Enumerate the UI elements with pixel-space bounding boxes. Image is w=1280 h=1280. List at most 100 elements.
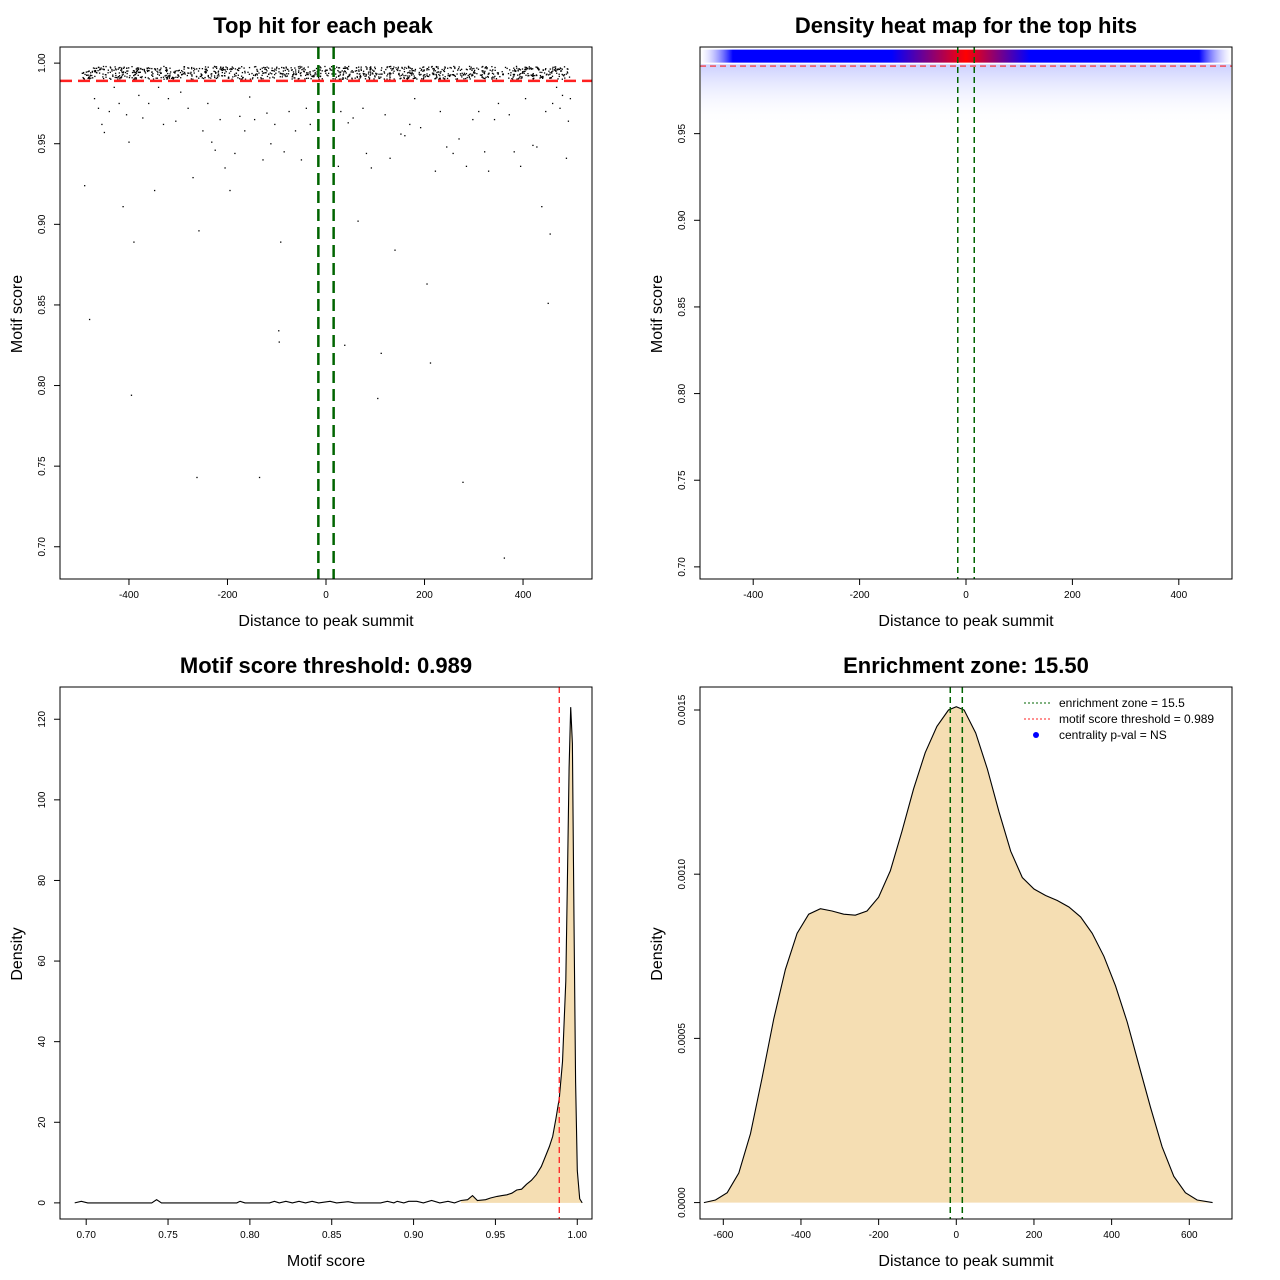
data-point xyxy=(244,70,246,73)
data-point xyxy=(470,66,472,68)
data-point xyxy=(170,77,173,79)
data-point xyxy=(563,74,566,76)
x-tick-label: 0 xyxy=(963,590,969,601)
data-point xyxy=(481,74,483,76)
data-point xyxy=(206,69,208,72)
data-point xyxy=(301,69,303,71)
data-point xyxy=(553,69,555,71)
y-tick-label: 0.0005 xyxy=(677,1023,688,1054)
data-point xyxy=(548,70,550,72)
data-point xyxy=(115,74,117,77)
data-point xyxy=(566,68,568,70)
data-point xyxy=(413,77,416,79)
data-point xyxy=(226,68,229,70)
data-point xyxy=(347,122,349,124)
data-point xyxy=(544,69,547,71)
data-point xyxy=(175,76,177,78)
data-point xyxy=(521,76,523,78)
data-point xyxy=(472,118,474,121)
data-point xyxy=(459,73,462,75)
data-point xyxy=(99,69,101,71)
data-point xyxy=(172,77,174,79)
data-point xyxy=(201,77,203,79)
data-point xyxy=(423,66,425,68)
data-point xyxy=(310,78,312,80)
data-point xyxy=(344,70,346,72)
y-tick-label: 1.00 xyxy=(37,53,48,73)
data-point xyxy=(559,107,561,109)
data-point xyxy=(96,72,98,74)
data-point xyxy=(231,68,233,71)
data-point xyxy=(192,176,194,179)
data-point xyxy=(426,69,428,71)
data-point xyxy=(388,72,390,74)
scatter-axes: -400 -200 0 200 400 0.70 0.75 0.80 0.85 0.90 0.95 1… xyxy=(37,53,532,601)
data-point xyxy=(426,73,428,75)
data-point xyxy=(527,73,529,75)
data-point xyxy=(278,330,280,332)
data-point xyxy=(165,74,167,77)
data-point xyxy=(393,66,395,68)
data-point xyxy=(114,66,116,68)
y-tick-label: 0.75 xyxy=(677,470,688,490)
data-point xyxy=(204,66,207,68)
data-point xyxy=(126,76,128,78)
data-point xyxy=(563,75,565,77)
data-point xyxy=(219,68,221,70)
data-point xyxy=(467,74,469,77)
data-point xyxy=(306,73,308,76)
data-point xyxy=(111,70,113,72)
data-point xyxy=(244,130,246,132)
data-point xyxy=(528,74,530,77)
data-point xyxy=(517,78,519,80)
x-tick-label: -400 xyxy=(119,590,139,601)
data-point xyxy=(369,74,371,76)
data-point xyxy=(561,73,563,76)
data-point xyxy=(338,78,341,80)
data-point xyxy=(492,69,494,71)
data-point xyxy=(97,69,99,72)
x-tick-label: -200 xyxy=(850,590,870,601)
data-point xyxy=(549,233,551,235)
data-point xyxy=(314,74,316,76)
data-point xyxy=(256,77,259,79)
data-point xyxy=(240,78,242,80)
data-point xyxy=(146,70,149,73)
data-point xyxy=(350,71,352,73)
data-point xyxy=(339,72,341,74)
data-point xyxy=(401,67,403,69)
data-point xyxy=(113,86,115,89)
data-point xyxy=(236,68,239,71)
chart-title: Density heat map for the top hits xyxy=(795,13,1137,38)
data-point xyxy=(383,71,385,73)
score-density-axes: 0.70 0.75 0.80 0.85 0.90 0.95 1.00 0 20 40 60 80 100… xyxy=(37,710,587,1241)
data-point xyxy=(256,73,258,75)
data-point xyxy=(335,73,337,75)
data-point xyxy=(152,75,154,78)
data-point xyxy=(444,75,446,78)
data-point xyxy=(295,71,297,73)
data-point xyxy=(531,75,534,77)
data-point xyxy=(388,66,391,68)
data-point xyxy=(337,67,340,69)
data-point xyxy=(372,70,375,72)
data-point xyxy=(347,65,350,68)
data-point xyxy=(128,67,130,69)
data-point xyxy=(362,107,364,109)
data-point xyxy=(239,115,241,118)
data-point xyxy=(85,71,88,73)
data-point xyxy=(369,71,372,73)
data-point xyxy=(219,118,221,121)
data-point xyxy=(190,71,192,73)
data-point xyxy=(214,66,216,68)
data-point xyxy=(309,74,312,76)
data-point xyxy=(231,78,233,80)
data-point xyxy=(216,75,219,77)
data-point xyxy=(175,120,177,122)
data-point xyxy=(200,73,202,75)
data-point xyxy=(214,149,216,151)
data-point xyxy=(411,74,413,76)
data-point xyxy=(465,77,467,80)
data-point xyxy=(390,65,392,68)
data-point xyxy=(346,67,348,69)
